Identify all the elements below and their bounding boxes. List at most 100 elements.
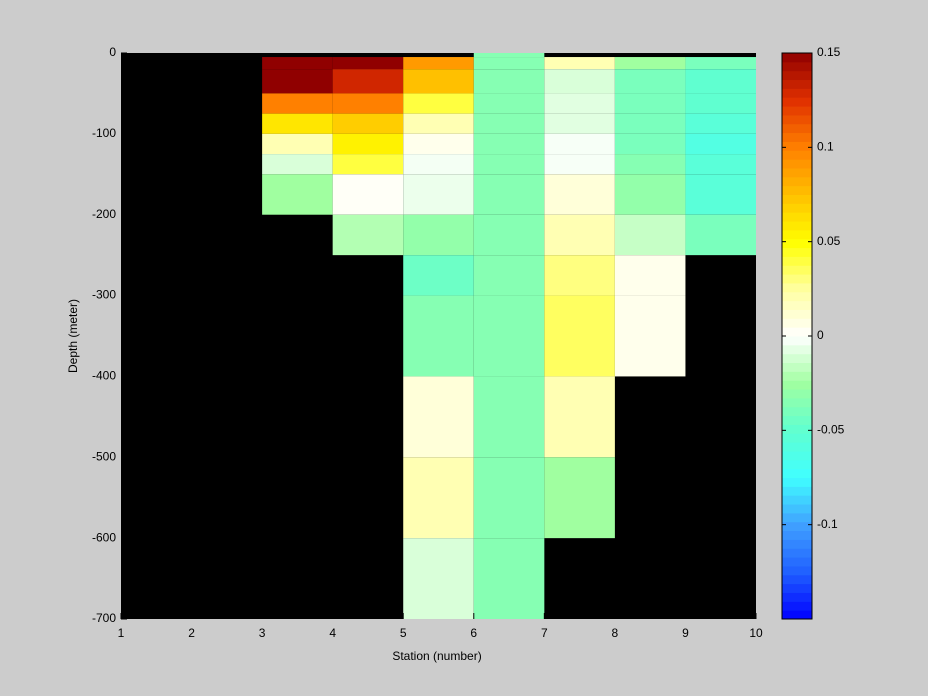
colorbar-band [782, 327, 812, 337]
colorbar-band [782, 150, 812, 160]
colorbar-band [782, 97, 812, 107]
colorbar-band [782, 300, 812, 310]
colorbar-band [782, 221, 812, 231]
heatmap-cell [473, 93, 545, 114]
heatmap-cell [544, 57, 615, 70]
colorbar-band [782, 132, 812, 142]
colorbar-band [782, 424, 812, 434]
heatmap-cell [403, 174, 474, 215]
y-tick-label: 0 [109, 45, 116, 59]
heatmap-cell [403, 133, 474, 155]
colorbar-band [782, 344, 812, 355]
heatmap-cell [262, 93, 333, 114]
y-axis-label: Depth (meter) [66, 299, 80, 373]
colorbar-band [782, 79, 812, 89]
x-tick-label: 9 [682, 626, 689, 640]
heatmap-cell [403, 214, 474, 256]
colorbar-band [782, 433, 812, 443]
heatmap-cell [332, 57, 404, 70]
heatmap-cell [544, 93, 615, 114]
colorbar-tick-label: 0.05 [817, 234, 841, 248]
colorbar-band [782, 362, 812, 372]
heatmap-cell [685, 214, 756, 256]
colorbar-band [782, 123, 812, 134]
x-tick-label: 3 [259, 626, 266, 640]
x-tick-label: 1 [118, 626, 125, 640]
colorbar-band [782, 61, 812, 72]
colorbar-band [782, 592, 812, 602]
x-axis-label: Station (number) [392, 649, 481, 663]
heatmap-cell [262, 133, 333, 155]
heatmap-cell [473, 457, 545, 539]
y-tick-label: -200 [92, 207, 116, 221]
heatmap-cell [332, 174, 404, 215]
colorbar-band [782, 282, 812, 293]
heatmap-cell [614, 174, 686, 215]
y-tick-label: -600 [92, 530, 116, 544]
heatmap-cell [473, 57, 545, 70]
colorbar-band [782, 539, 812, 549]
heatmap-cell [685, 69, 756, 94]
heatmap-cell [685, 133, 756, 155]
heatmap-cell [685, 93, 756, 114]
heatmap-cell [473, 53, 545, 58]
heatmap-cell [473, 174, 545, 215]
colorbar-band [782, 159, 812, 169]
heatmap-cell [473, 255, 545, 296]
colorbar-band [782, 512, 812, 523]
heatmap-cell [473, 295, 545, 336]
heatmap-cell [685, 57, 756, 70]
colorbar-tick-label: -0.05 [817, 423, 845, 437]
heatmap-cell [403, 457, 474, 539]
colorbar-band [782, 309, 812, 319]
colorbar-band [782, 380, 812, 390]
colorbar-tick-label: 0 [817, 328, 824, 342]
heatmap-cell [403, 336, 474, 377]
colorbar-band [782, 265, 812, 275]
colorbar-band [782, 530, 812, 540]
colorbar-band [782, 583, 812, 593]
colorbar-band [782, 247, 812, 257]
colorbar-band [782, 176, 812, 187]
heatmap-cell [544, 174, 615, 215]
y-tick-label: -100 [92, 126, 116, 140]
colorbar-band [782, 415, 812, 425]
y-tick-label: -300 [92, 288, 116, 302]
colorbar-band [782, 212, 812, 222]
y-tick-label: -700 [92, 611, 116, 625]
heatmap-cell [614, 295, 686, 336]
colorbar-band [782, 274, 812, 284]
heatmap-cell [332, 113, 404, 134]
colorbar-band [782, 353, 812, 364]
colorbar-band [782, 194, 812, 204]
x-tick-label: 5 [400, 626, 407, 640]
colorbar-band [782, 53, 812, 63]
heatmap-cell [332, 214, 404, 256]
heatmap-cell [473, 214, 545, 256]
heatmap-cell [544, 69, 615, 94]
y-tick-label: -500 [92, 449, 116, 463]
heatmap-cell [614, 93, 686, 114]
colorbar-band [782, 70, 812, 81]
heatmap-cell [685, 113, 756, 134]
heatmap-cell [614, 255, 686, 296]
heatmap-cell [544, 133, 615, 155]
colorbar-tick-label: 0.15 [817, 45, 841, 59]
heatmap-cell [473, 376, 545, 458]
heatmap-cell [473, 113, 545, 134]
heatmap-cell [332, 69, 404, 94]
colorbar-tick-label: -0.1 [817, 517, 838, 531]
heatmap-cell [544, 295, 615, 336]
heatmap-cell [262, 57, 333, 70]
heatmap-cell [262, 154, 333, 175]
colorbar-tick-label: 0.1 [817, 140, 834, 154]
colorbar-band [782, 397, 812, 408]
colorbar-band [782, 406, 812, 417]
heatmap-cell [544, 336, 615, 377]
colorbar-band [782, 371, 812, 381]
heatmap-cell [403, 376, 474, 458]
colorbar-band [782, 336, 812, 346]
heatmap-cell [473, 69, 545, 94]
heatmap-cell [614, 57, 686, 70]
